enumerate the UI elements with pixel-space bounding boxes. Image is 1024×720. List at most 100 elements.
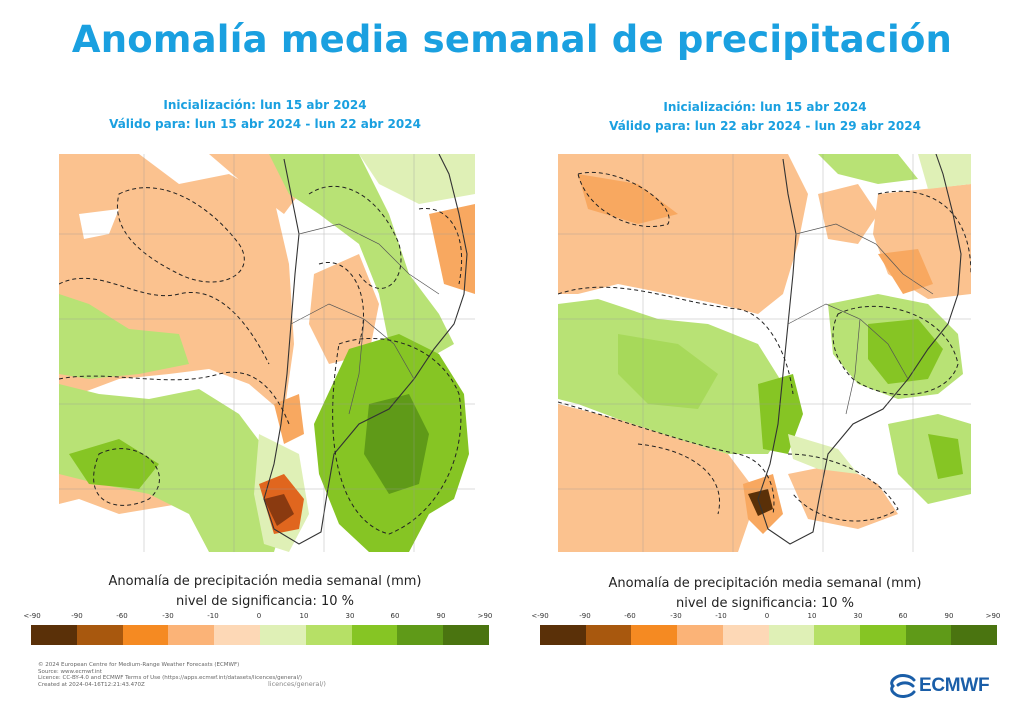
initialization-date: Inicialización: lun 15 abr 2024 (663, 100, 867, 114)
color-scale-legend: <-90 -90 -60 -30 -10 0 10 30 60 90 >90 (531, 612, 1000, 646)
legend-swatch (259, 625, 306, 645)
anomaly-positive-region (818, 154, 918, 184)
country-border (845, 318, 861, 415)
legend-label: -30 (162, 612, 174, 620)
anomaly-positive-region (59, 384, 289, 552)
anomaly-negative-region (264, 494, 294, 526)
legend-swatch (585, 625, 632, 645)
significance-contour (318, 262, 364, 345)
footer-licence-fragment: licences/general/) (268, 680, 326, 688)
legend-swatch (768, 625, 815, 645)
significance-contour (332, 337, 462, 535)
anomaly-negative-region (558, 404, 758, 552)
legend-swatch (31, 625, 77, 645)
copyright-footer: © 2024 European Centre for Medium-Range … (38, 662, 302, 688)
anomaly-negative-region (748, 489, 773, 516)
legend-label: >90 (477, 612, 493, 620)
anomaly-negative-region (429, 204, 475, 294)
legend-swatch (722, 625, 769, 645)
forecast-panel-week2: Inicialización: lun 15 abr 2024 Válido p… (520, 92, 1000, 652)
legend-color-bar (540, 625, 998, 645)
legend-label: -10 (715, 612, 727, 620)
anomaly-positive-region (59, 294, 189, 379)
legend-swatch (631, 625, 678, 645)
map-caption: Anomalía de precipitación media semanal … (20, 572, 510, 612)
significance-contour (877, 190, 971, 275)
legend-swatch (351, 625, 398, 645)
legend-label: -90 (71, 612, 83, 620)
legend-label: -10 (207, 612, 219, 620)
legend-swatch (122, 625, 169, 645)
footer-licence: Licence: CC-BY-4.0 and ECMWF Terms of Us… (38, 675, 303, 681)
anomaly-positive-region (918, 154, 971, 189)
significance-contour (558, 286, 794, 395)
legend-swatch (168, 625, 215, 645)
legend-label: -60 (116, 612, 128, 620)
map-grid (558, 154, 971, 552)
legend-label: 0 (256, 612, 262, 620)
significance-contour (787, 453, 899, 522)
anomaly-negative-region (878, 249, 933, 294)
legend-swatch (540, 625, 586, 645)
legend-swatch (443, 625, 489, 645)
legend-color-bar (31, 625, 489, 645)
footer-copyright: © 2024 European Centre for Medium-Range … (38, 662, 240, 668)
anomaly-negative-region (578, 174, 678, 224)
legend-swatch (814, 625, 860, 645)
initialization-date: Inicialización: lun 15 abr 2024 (163, 98, 367, 112)
caption-variable: Anomalía de precipitación media semanal … (608, 576, 922, 591)
legend-swatch (951, 625, 998, 645)
legend-label: -60 (624, 612, 636, 620)
legend-label: -90 (579, 612, 591, 620)
anomaly-positive-region (868, 319, 943, 384)
anomaly-positive-region (364, 394, 429, 494)
anomaly-negative-region (274, 394, 304, 444)
legend-label: 10 (807, 612, 817, 620)
anomaly-positive-region (888, 414, 971, 504)
legend-label: 10 (299, 612, 309, 620)
significance-contour (832, 305, 959, 396)
coastline (757, 154, 962, 545)
legend-swatch (397, 625, 444, 645)
country-border (298, 223, 440, 295)
panel-header: Inicialización: lun 15 abr 2024 Válido p… (520, 98, 1010, 136)
anomaly-positive-region (758, 374, 803, 454)
legend-label: 30 (345, 612, 355, 620)
legend-label: >90 (985, 612, 1001, 620)
anomaly-negative-region (309, 254, 379, 364)
legend-swatch (859, 625, 906, 645)
significance-contour (558, 401, 775, 515)
panel-header: Inicialización: lun 15 abr 2024 Válido p… (20, 96, 510, 134)
legend-label: <-90 (23, 612, 41, 620)
ecmwf-swirl-icon (890, 674, 916, 698)
legend-label: 90 (944, 612, 954, 620)
color-scale-legend: <-90 -90 -60 -30 -10 0 10 30 60 90 >90 (23, 612, 492, 646)
precipitation-anomaly-map (59, 154, 475, 552)
valid-period: Válido para: lun 22 abr 2024 - lun 29 ab… (609, 119, 921, 133)
significance-contour (637, 443, 720, 515)
significance-contour (59, 371, 290, 425)
caption-variable: Anomalía de precipitación media semanal … (108, 574, 422, 589)
footer-created: Created at 2024-04-16T12:21:43.470Z (38, 681, 145, 688)
forecast-panel-week1: Inicialización: lun 15 abr 2024 Válido p… (20, 92, 500, 652)
legend-label: -30 (670, 612, 682, 620)
anomaly-positive-region (928, 434, 963, 479)
legend-swatch (905, 625, 952, 645)
country-border (348, 318, 365, 415)
footer-source: Source: www.ecmwf.int (38, 668, 102, 675)
legend-ticks: <-90 -90 -60 -30 -10 0 10 30 60 90 >90 (23, 612, 492, 624)
significance-contour (418, 207, 463, 285)
map-caption: Anomalía de precipitación media semanal … (520, 574, 1010, 614)
legend-label: 60 (390, 612, 400, 620)
legend-swatch (76, 625, 123, 645)
anomaly-positive-region (359, 154, 475, 204)
caption-significance: nivel de significancia: 10 % (676, 596, 854, 611)
legend-swatch (305, 625, 352, 645)
significance-contour (59, 277, 270, 365)
legend-ticks: <-90 -90 -60 -30 -10 0 10 30 60 90 >90 (531, 612, 1000, 624)
legend-label: 30 (853, 612, 863, 620)
caption-significance: nivel de significancia: 10 % (176, 594, 354, 609)
anomaly-negative-region (79, 209, 119, 239)
map-grid (59, 154, 475, 552)
legend-label: <-90 (531, 612, 549, 620)
